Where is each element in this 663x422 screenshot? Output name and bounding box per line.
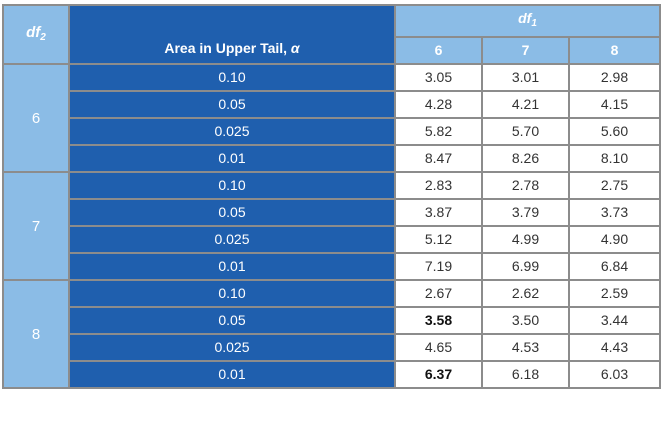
area-value: 0.10 bbox=[68, 279, 396, 308]
area-value: 0.01 bbox=[68, 360, 396, 389]
table-row: 7 0.10 2.83 2.78 2.75 bbox=[2, 171, 662, 281]
f-value-cell: 4.15 bbox=[567, 90, 662, 119]
f-value-cell: 3.73 bbox=[567, 198, 662, 227]
f-value-cell: 4.43 bbox=[567, 333, 662, 362]
area-value: 0.01 bbox=[68, 252, 396, 281]
f-value-cell: 4.65 bbox=[394, 333, 483, 362]
table-body: df2 Area in Upper Tail, α df1 6 7 8 6 0.1… bbox=[2, 4, 662, 389]
f-value-cell: 3.44 bbox=[567, 306, 662, 335]
f-value-cell: 3.05 bbox=[394, 63, 483, 92]
table-row: 0.025 5.12 4.99 4.90 bbox=[3, 225, 662, 254]
area-value: 0.10 bbox=[68, 63, 396, 92]
table-row: 0.01 8.47 8.26 8.10 bbox=[3, 144, 662, 173]
f-value-cell: 5.82 bbox=[394, 117, 483, 146]
f-value-cell: 7.19 bbox=[394, 252, 483, 281]
f-value-cell: 5.60 bbox=[567, 117, 662, 146]
df2-value: 7 bbox=[2, 171, 70, 281]
f-value-cell: 3.58 bbox=[394, 306, 483, 335]
area-value: 0.05 bbox=[68, 90, 396, 119]
table-row: 0.05 4.28 4.21 4.15 bbox=[3, 90, 662, 119]
area-value: 0.025 bbox=[68, 117, 396, 146]
table-row: 6 0.10 3.05 3.01 2.98 bbox=[2, 63, 662, 173]
f-value-cell: 4.21 bbox=[481, 90, 570, 119]
table-row: 0.025 4.65 4.53 4.43 bbox=[3, 333, 662, 362]
table-row: 0.01 7.19 6.99 6.84 bbox=[3, 252, 662, 281]
f-value-cell: 8.10 bbox=[567, 144, 662, 173]
f-value-cell: 4.90 bbox=[567, 225, 662, 254]
f-value-cell: 6.37 bbox=[394, 360, 483, 389]
f-value-cell: 3.79 bbox=[481, 198, 570, 227]
df1-column-header: 8 bbox=[567, 36, 662, 65]
f-value-cell: 6.99 bbox=[481, 252, 570, 281]
table-row: 0.025 5.82 5.70 5.60 bbox=[3, 117, 662, 146]
f-distribution-table-container: df2 Area in Upper Tail, α df1 6 7 8 6 0.1… bbox=[2, 4, 662, 418]
df1-column-header: 7 bbox=[481, 36, 570, 65]
df1-header: df1 bbox=[393, 4, 662, 38]
df2-header: df2 bbox=[2, 4, 70, 65]
f-distribution-table: df2 Area in Upper Tail, α df1 6 7 8 6 0.1… bbox=[2, 4, 662, 389]
f-value-cell: 2.67 bbox=[394, 279, 483, 308]
f-value-cell: 4.99 bbox=[481, 225, 570, 254]
table-row: 0.05 3.58 3.50 3.44 bbox=[3, 306, 662, 335]
f-value-cell: 5.12 bbox=[394, 225, 483, 254]
f-value-cell: 2.98 bbox=[567, 63, 662, 92]
df2-value: 8 bbox=[2, 279, 70, 389]
f-value-cell: 8.47 bbox=[394, 144, 483, 173]
area-value: 0.05 bbox=[68, 306, 396, 335]
header-row-1: df2 Area in Upper Tail, α df1 bbox=[2, 4, 662, 65]
area-value: 0.01 bbox=[68, 144, 396, 173]
f-value-cell: 2.62 bbox=[481, 279, 570, 308]
area-value: 0.05 bbox=[68, 198, 396, 227]
df2-value: 6 bbox=[2, 63, 70, 173]
f-value-cell: 2.78 bbox=[481, 171, 570, 200]
f-value-cell: 6.18 bbox=[481, 360, 570, 389]
f-value-cell: 5.70 bbox=[481, 117, 570, 146]
f-value-cell: 2.59 bbox=[567, 279, 662, 308]
header-row-2: 6 7 8 bbox=[3, 36, 662, 65]
f-value-cell: 2.75 bbox=[567, 171, 662, 200]
f-value-cell: 6.03 bbox=[567, 360, 662, 389]
area-value: 0.10 bbox=[68, 171, 396, 200]
df1-column-header: 6 bbox=[394, 36, 483, 65]
table-row: 8 0.10 2.67 2.62 2.59 bbox=[2, 279, 662, 389]
table-row: 0.05 3.87 3.79 3.73 bbox=[3, 198, 662, 227]
area-value: 0.025 bbox=[68, 225, 396, 254]
f-value-cell: 3.50 bbox=[481, 306, 570, 335]
table-row: 0.01 6.37 6.18 6.03 bbox=[3, 360, 662, 389]
f-value-cell: 4.28 bbox=[394, 90, 483, 119]
f-value-cell: 3.01 bbox=[481, 63, 570, 92]
f-value-cell: 8.26 bbox=[481, 144, 570, 173]
area-header: Area in Upper Tail, α bbox=[68, 4, 396, 65]
f-value-cell: 6.84 bbox=[567, 252, 662, 281]
f-value-cell: 4.53 bbox=[481, 333, 570, 362]
f-value-cell: 2.83 bbox=[394, 171, 483, 200]
f-value-cell: 3.87 bbox=[394, 198, 483, 227]
area-value: 0.025 bbox=[68, 333, 396, 362]
